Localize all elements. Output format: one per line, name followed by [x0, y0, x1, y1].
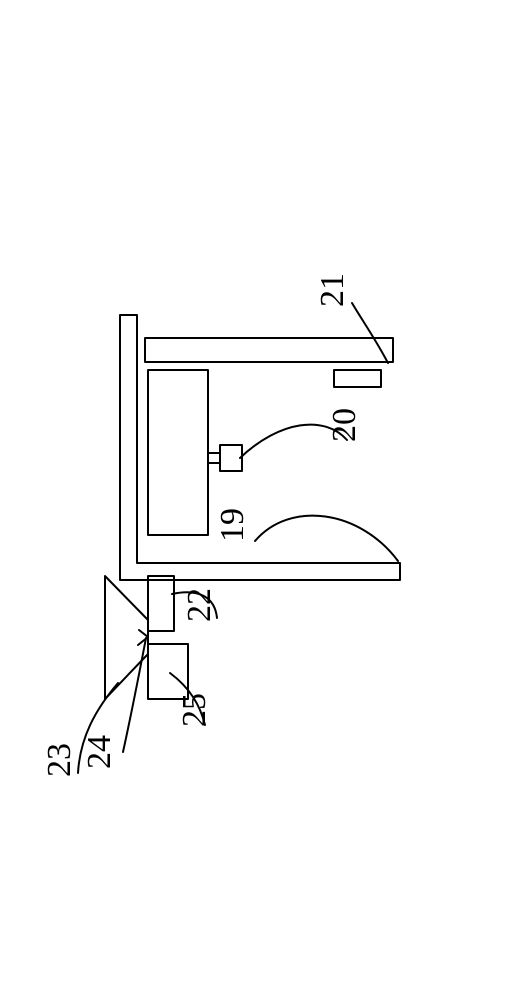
leader-19	[255, 516, 398, 561]
diagram-canvas: 19 20 21 22 23 24 25	[0, 0, 510, 1000]
label-24: 24	[81, 735, 119, 769]
funnel	[105, 576, 148, 699]
label-25: 25	[176, 693, 214, 727]
leader-24	[123, 638, 146, 752]
bracket-right	[148, 576, 174, 631]
label-21: 21	[314, 273, 352, 307]
piston-box	[220, 445, 242, 471]
bracket-left	[148, 644, 188, 699]
piston-attach	[208, 453, 220, 463]
label-23: 23	[41, 743, 79, 777]
platform	[148, 370, 208, 535]
inner-rail	[145, 338, 393, 362]
label-20: 20	[326, 408, 364, 442]
label-22: 22	[181, 588, 219, 622]
outer-l-frame	[120, 315, 400, 580]
label-19: 19	[214, 508, 252, 542]
leader-21	[352, 303, 388, 363]
leader-24-arrow	[138, 630, 148, 645]
peg	[334, 370, 381, 387]
diagram-svg	[0, 0, 510, 1000]
